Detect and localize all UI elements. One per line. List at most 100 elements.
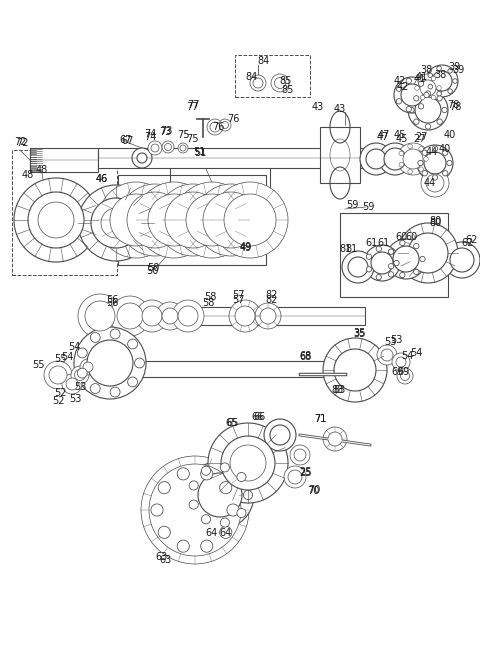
Text: 57: 57 [232,295,244,305]
Circle shape [224,194,276,246]
Text: 27: 27 [414,134,426,144]
Text: 56: 56 [106,298,118,308]
Text: 45: 45 [394,130,406,140]
Text: 67: 67 [120,135,132,145]
Circle shape [371,252,393,274]
Circle shape [177,540,189,552]
Circle shape [80,359,96,375]
Circle shape [201,468,213,480]
Text: 84: 84 [257,56,269,66]
Text: 81: 81 [340,244,352,254]
Circle shape [408,144,412,149]
Circle shape [219,119,231,131]
Circle shape [388,272,394,277]
Circle shape [90,384,100,394]
Circle shape [398,223,458,283]
Circle shape [148,141,162,155]
Circle shape [394,260,399,266]
Text: 50: 50 [147,263,159,273]
Circle shape [110,194,162,246]
Circle shape [141,456,249,564]
Circle shape [406,78,411,84]
Circle shape [403,149,423,169]
Circle shape [418,160,423,166]
Circle shape [408,90,448,130]
Circle shape [397,143,429,175]
Circle shape [377,345,397,365]
Bar [80,307,365,325]
Circle shape [425,91,431,96]
Circle shape [428,73,432,78]
Circle shape [172,300,204,332]
Circle shape [437,86,441,90]
Text: 80: 80 [430,218,442,228]
Circle shape [30,194,82,246]
Text: 55: 55 [54,354,66,364]
Text: 42: 42 [397,82,409,92]
Text: 62: 62 [466,235,478,245]
Circle shape [210,122,220,132]
Circle shape [128,339,138,349]
Text: 51: 51 [194,148,206,158]
Circle shape [342,251,374,283]
Circle shape [399,162,404,167]
Circle shape [444,242,480,278]
Text: 81: 81 [346,244,358,254]
Circle shape [229,300,261,332]
Circle shape [230,445,266,481]
Text: 45: 45 [396,134,408,144]
Text: 55: 55 [32,360,44,370]
Circle shape [437,66,442,71]
Circle shape [212,182,288,258]
Circle shape [437,119,443,124]
Circle shape [157,184,229,256]
Circle shape [388,263,394,269]
Circle shape [323,427,347,451]
Circle shape [203,192,259,248]
Circle shape [415,97,441,123]
Circle shape [376,246,382,252]
Text: 53: 53 [69,394,81,404]
Circle shape [294,449,306,461]
Circle shape [189,481,198,490]
Circle shape [426,65,458,97]
Circle shape [420,76,425,81]
Circle shape [417,145,453,181]
Text: 59: 59 [346,200,358,210]
Circle shape [348,257,368,277]
Circle shape [178,143,188,153]
Text: 82: 82 [266,290,278,300]
Text: 84: 84 [246,72,258,82]
Circle shape [392,353,410,371]
Circle shape [162,308,178,324]
Circle shape [186,194,238,246]
Circle shape [208,423,288,503]
Circle shape [364,245,400,281]
Circle shape [414,119,419,124]
Text: 35: 35 [354,328,366,338]
Text: 66: 66 [252,412,264,422]
Circle shape [90,333,100,343]
Circle shape [260,308,276,324]
Text: 62: 62 [462,238,474,248]
Circle shape [442,107,447,113]
Circle shape [137,153,147,163]
Bar [320,127,360,183]
Circle shape [165,480,225,540]
Circle shape [360,143,392,175]
Circle shape [399,151,404,156]
Circle shape [28,192,84,248]
Circle shape [397,368,413,384]
Circle shape [421,169,449,197]
Circle shape [414,244,419,249]
Circle shape [406,107,411,112]
Circle shape [221,121,228,128]
Circle shape [207,119,223,135]
Circle shape [134,358,144,368]
Circle shape [323,338,387,402]
Circle shape [450,248,474,272]
Circle shape [447,160,452,166]
Circle shape [376,274,382,280]
Circle shape [420,256,425,261]
Text: 76: 76 [212,122,224,132]
